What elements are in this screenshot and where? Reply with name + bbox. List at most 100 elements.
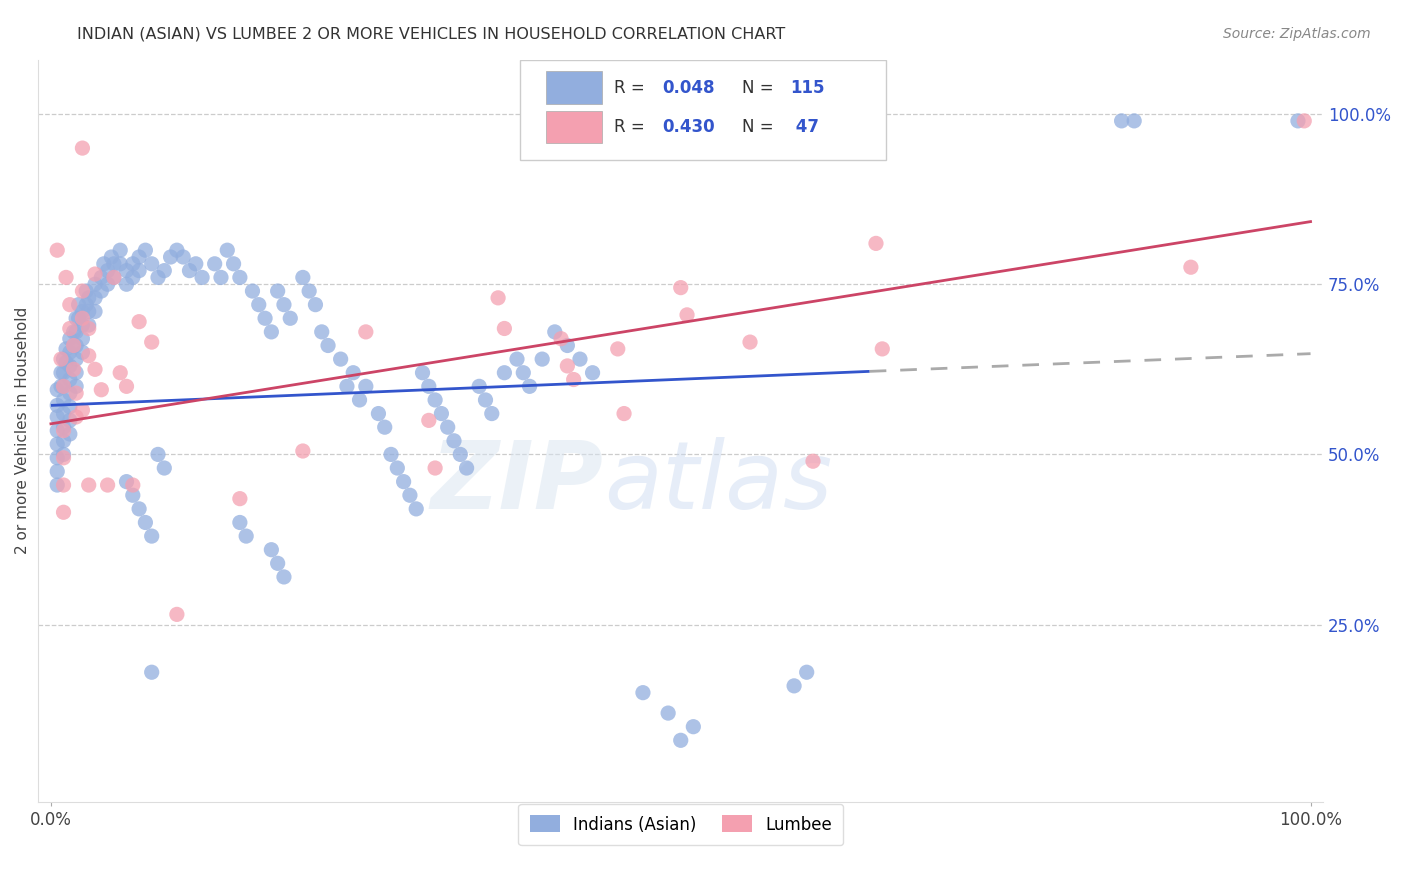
Point xyxy=(141,257,163,271)
Point xyxy=(77,321,100,335)
FancyBboxPatch shape xyxy=(546,111,602,144)
Point xyxy=(52,447,75,461)
Point xyxy=(291,444,314,458)
Text: 0.430: 0.430 xyxy=(662,118,716,136)
Point xyxy=(266,557,288,571)
Point xyxy=(115,379,138,393)
Point xyxy=(316,338,339,352)
Point xyxy=(266,284,288,298)
Y-axis label: 2 or more Vehicles in Household: 2 or more Vehicles in Household xyxy=(15,307,30,554)
Point xyxy=(84,291,107,305)
Point xyxy=(449,447,471,461)
Point xyxy=(159,250,181,264)
Point xyxy=(52,392,75,407)
Point xyxy=(134,243,156,257)
Point xyxy=(291,270,314,285)
Point xyxy=(59,359,82,373)
Point xyxy=(166,607,188,622)
Text: Source: ZipAtlas.com: Source: ZipAtlas.com xyxy=(1223,27,1371,41)
Point xyxy=(65,366,87,380)
Point xyxy=(481,407,503,421)
Point xyxy=(52,420,75,434)
Point xyxy=(141,529,163,543)
Point xyxy=(128,263,150,277)
Point xyxy=(90,383,112,397)
Point xyxy=(342,366,364,380)
Point xyxy=(531,352,554,367)
Point xyxy=(738,335,761,350)
FancyBboxPatch shape xyxy=(520,60,886,160)
Point xyxy=(242,284,264,298)
Point xyxy=(108,257,131,271)
Point xyxy=(254,311,277,326)
Point xyxy=(494,366,516,380)
Point xyxy=(77,291,100,305)
Point xyxy=(468,379,491,393)
Point xyxy=(657,706,679,720)
Text: R =: R = xyxy=(614,118,650,136)
Text: 47: 47 xyxy=(790,118,818,136)
Text: N =: N = xyxy=(742,78,779,97)
Point xyxy=(72,318,94,332)
Point xyxy=(204,257,226,271)
Point xyxy=(72,345,94,359)
Point xyxy=(304,298,326,312)
Point xyxy=(59,372,82,386)
Point xyxy=(59,413,82,427)
Point xyxy=(418,379,440,393)
Point xyxy=(606,342,628,356)
Point xyxy=(512,366,534,380)
Point xyxy=(97,263,120,277)
Point xyxy=(59,400,82,414)
Text: 115: 115 xyxy=(790,78,824,97)
Point xyxy=(46,465,69,479)
Point xyxy=(93,257,115,271)
Point xyxy=(581,366,603,380)
Point xyxy=(443,434,465,448)
Point xyxy=(59,386,82,401)
Point xyxy=(166,243,188,257)
Point xyxy=(65,311,87,326)
Point xyxy=(191,270,214,285)
Point xyxy=(141,335,163,350)
Text: N =: N = xyxy=(742,118,779,136)
Point xyxy=(872,342,894,356)
Point xyxy=(52,424,75,438)
Point xyxy=(134,516,156,530)
Point xyxy=(52,379,75,393)
Point xyxy=(103,270,125,285)
Point xyxy=(519,379,541,393)
Point xyxy=(153,263,176,277)
Point xyxy=(121,270,143,285)
Point xyxy=(311,325,333,339)
Point xyxy=(544,325,567,339)
Point xyxy=(46,398,69,412)
Point xyxy=(72,304,94,318)
Point xyxy=(84,277,107,292)
Point xyxy=(128,250,150,264)
Point xyxy=(456,461,478,475)
Point xyxy=(62,338,84,352)
Point xyxy=(380,447,402,461)
Point xyxy=(1286,113,1309,128)
Point xyxy=(217,243,239,257)
Point xyxy=(65,352,87,367)
Point xyxy=(49,379,72,393)
Point xyxy=(418,413,440,427)
Point xyxy=(631,686,654,700)
Point xyxy=(108,243,131,257)
Point xyxy=(669,280,692,294)
Point xyxy=(229,516,252,530)
Point xyxy=(52,505,75,519)
Point xyxy=(75,284,97,298)
Point xyxy=(474,392,496,407)
Point xyxy=(115,263,138,277)
Point xyxy=(430,407,453,421)
Point xyxy=(392,475,415,489)
Point xyxy=(247,298,270,312)
Point xyxy=(128,501,150,516)
Point xyxy=(72,403,94,417)
Point xyxy=(222,257,245,271)
Point xyxy=(1123,113,1146,128)
Point xyxy=(65,325,87,339)
